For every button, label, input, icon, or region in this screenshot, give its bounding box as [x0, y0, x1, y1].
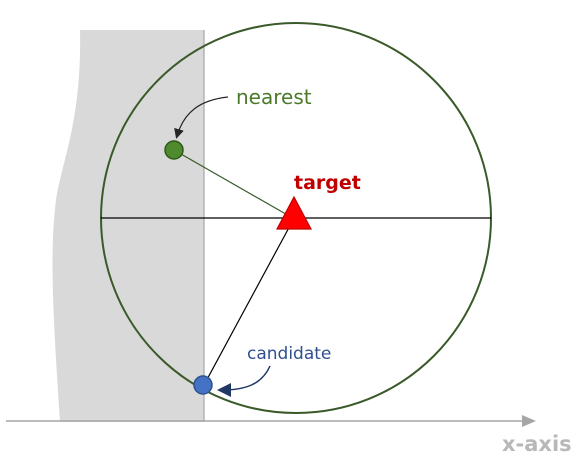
x-axis-label: x-axis	[502, 432, 572, 456]
candidate-point	[193, 375, 213, 395]
candidate-pointer-arrow	[217, 365, 271, 397]
target-marker	[276, 195, 312, 230]
line-target-to-candidate	[203, 221, 293, 386]
nearest-pointer-arrow	[174, 96, 229, 139]
nearest-point	[164, 140, 184, 160]
target-label: target	[294, 172, 361, 194]
line-target-to-nearest	[173, 149, 292, 218]
shaded-region	[52, 30, 204, 422]
candidate-label: candidate	[247, 344, 331, 364]
nearest-label: nearest	[236, 85, 312, 109]
